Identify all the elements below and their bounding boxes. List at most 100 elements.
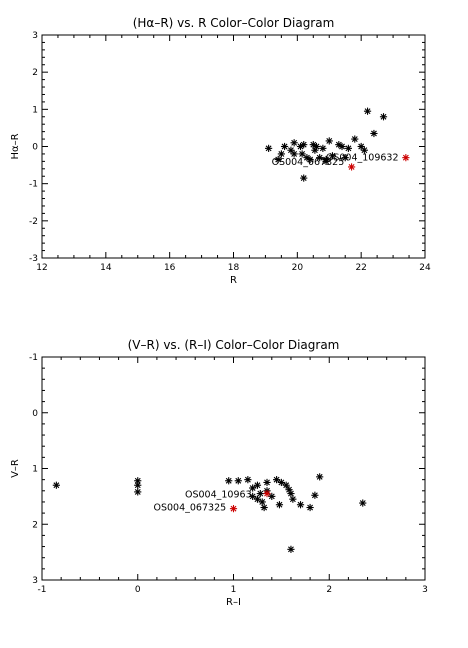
y-tick-label: 0 [32,409,38,419]
x-tick-label: 20 [292,263,304,273]
y-tick-label: 2 [32,520,38,530]
x-tick-label: 1 [231,585,237,595]
data-point [52,481,60,489]
y-axis-label: V–R [10,459,21,478]
x-tick-label: 0 [135,585,141,595]
y-tick-label: -2 [29,217,38,227]
data-point [289,495,297,503]
data-point [277,478,285,487]
data-point [341,154,349,162]
data-point [370,129,378,138]
highlighted-point [402,154,410,162]
data-point [360,146,368,154]
data-point [244,476,252,484]
x-tick-label: -1 [38,585,47,595]
data-points [52,473,367,553]
y-tick-label: 0 [32,143,38,153]
data-point [359,499,367,507]
data-point [296,501,305,509]
data-point [272,476,281,484]
x-tick-label: 18 [228,263,240,273]
data-point [258,498,266,506]
data-point [363,107,372,115]
x-tick-label: 12 [36,263,47,273]
data-point [234,477,242,485]
data-point [277,150,285,158]
data-point [287,489,295,498]
data-point [316,473,324,481]
data-point [322,155,330,164]
data-point [263,478,271,487]
data-point [274,155,282,164]
data-point [328,152,337,160]
highlighted-point [347,163,356,171]
data-point [134,488,142,496]
x-tick-label: 22 [355,263,366,273]
data-point [282,481,290,489]
highlighted-point [229,505,238,513]
annotation-os004-109632: OS004_109632 [326,153,399,164]
x-tick-label: 3 [422,585,428,595]
data-point [300,141,308,149]
data-point [280,142,289,151]
data-point [287,545,295,553]
plot-frame [41,34,426,259]
data-point [260,503,268,512]
data-point [275,501,284,509]
chart-halpha-vs-r: (Hα–R) vs. R Color–Color Diagram 12 14 16 1… [10,16,431,286]
annotation-os004-067325: OS004_067325 [272,157,345,168]
data-point [379,113,388,121]
x-axis-label: R–I [226,597,241,608]
y-tick-label: 2 [32,68,38,78]
data-point [249,492,257,500]
data-point [253,495,262,503]
data-point [256,489,264,498]
data-point [312,142,321,151]
data-point [325,137,333,145]
data-point [300,174,308,182]
x-axis-ticks: 12 14 16 18 20 22 24 [36,35,431,273]
y-tick-label: -1 [29,180,38,190]
annotation-os004-067325: OS004_067325 [154,503,227,514]
data-point [306,155,314,164]
data-point [298,150,306,158]
x-tick-label: 2 [326,585,332,595]
y-axis-label: Hα–R [10,133,21,159]
data-points [265,107,410,182]
y-tick-label: -3 [29,254,38,264]
data-point [351,135,359,143]
data-point [338,142,346,151]
data-point [306,503,314,512]
y-axis-ticks: -1 0 1 2 3 [29,353,425,586]
x-tick-label: 24 [419,263,431,273]
annotation-os004-109632: OS004_10963 [185,490,252,501]
data-point [268,492,276,500]
data-point [316,154,324,162]
data-point [225,477,233,485]
data-point [290,150,298,158]
chart-title: (Hα–R) vs. R Color–Color Diagram [133,16,335,30]
data-point [249,484,257,492]
chart-vr-vs-ri: (V–R) vs. (R–I) Color–Color Diagram -1 0 1… [10,338,428,608]
y-tick-label: -1 [29,353,38,363]
chart-title: (V–R) vs. (R–I) Color–Color Diagram [128,338,340,352]
data-point [344,144,352,152]
y-axis-ticks: -3 -2 -1 0 1 2 3 [29,31,425,264]
x-axis-ticks: -1 0 1 2 3 [38,357,428,595]
data-point [290,139,298,147]
data-point [319,144,327,152]
y-tick-label: 3 [32,31,38,41]
data-point [265,144,273,152]
x-tick-label: 14 [100,263,112,273]
data-point [253,481,262,489]
plot-frame [41,356,426,581]
highlighted-point [263,489,271,498]
x-tick-label: 16 [164,263,176,273]
data-point [311,491,319,499]
y-tick-label: 3 [32,576,38,586]
y-tick-label: 1 [32,105,38,115]
data-point [134,481,142,489]
y-tick-label: 1 [32,465,38,475]
x-axis-label: R [230,275,237,286]
